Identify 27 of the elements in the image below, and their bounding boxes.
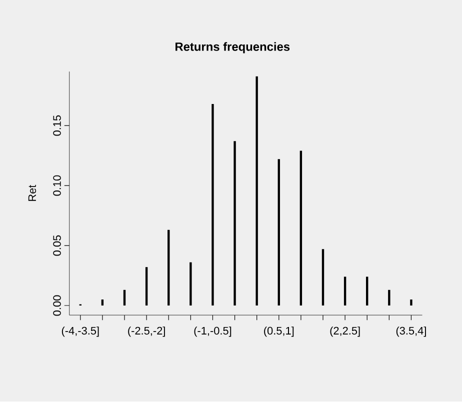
x-tick-label: (3.5,4] <box>396 326 426 337</box>
x-tick-label: (2,2.5] <box>330 326 360 337</box>
bar <box>366 276 368 306</box>
chart-title: Returns frequencies <box>176 42 290 54</box>
x-tick-label: (0.5,1] <box>264 326 294 337</box>
x-tick-label: (-1,-0.5] <box>194 326 232 337</box>
y-axis-title: Ret <box>28 185 36 202</box>
bar <box>101 300 104 306</box>
bar <box>234 141 236 306</box>
bar <box>190 262 192 306</box>
bar <box>300 150 302 306</box>
bar <box>410 300 412 306</box>
bar <box>212 104 214 306</box>
bar <box>145 267 148 306</box>
bar <box>278 159 280 306</box>
y-tick-label: 0.15 <box>53 116 61 136</box>
bar <box>322 249 324 306</box>
bar <box>388 290 390 306</box>
bar <box>168 230 170 306</box>
bar <box>256 76 258 306</box>
y-tick-label: 0.00 <box>53 296 61 316</box>
x-tick-label: (-2.5,-2] <box>128 326 165 337</box>
bar <box>123 290 126 306</box>
x-tick-label: (-4,-3.5] <box>62 326 99 337</box>
bar <box>344 276 346 306</box>
y-tick-label: 0.10 <box>53 176 61 196</box>
y-tick-label: 0.05 <box>53 236 61 256</box>
